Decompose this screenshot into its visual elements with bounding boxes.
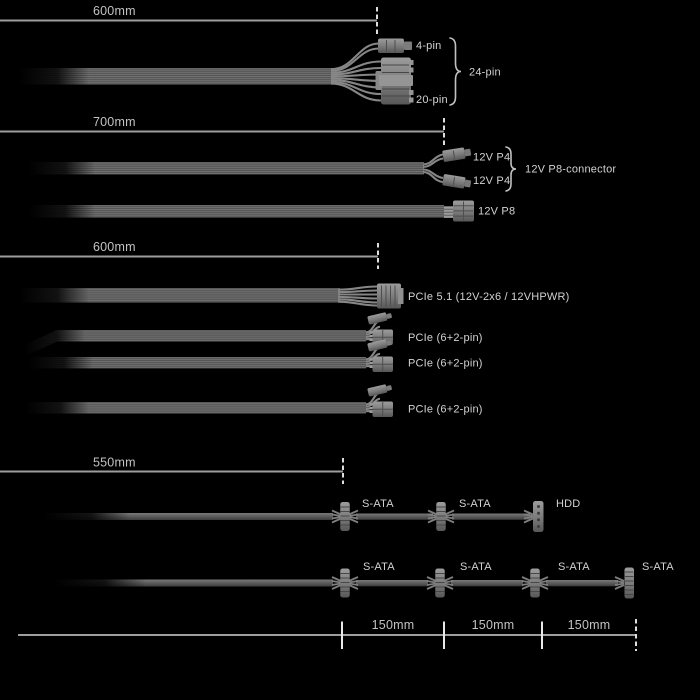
label-chain2-sata-4: S-ATA [642,561,674,573]
cpu-p8-cable-fade [29,203,95,220]
pcie1-ribbon-cable [55,330,366,342]
pcie2-ribbon-cable [30,357,366,369]
chain2-cable-seg3 [546,580,618,587]
label-4pin: 4-pin [416,40,441,52]
label-pcie-2: PCIe (6+2-pin) [408,358,483,370]
cable-pcie-gen5: PCIe 5.1 (12V-2x6 / 12VHPWR) [19,283,570,309]
cable-cpu-p8: 12V P8 [29,200,515,222]
atx-ribbon-cable [20,68,332,85]
cable-pcie-3: PCIe (6+2-pin) [25,381,483,419]
chain1-cable-seg2 [452,513,530,520]
label-20pin: 20-pin [416,94,448,106]
measure-label-cpu: 700mm [93,115,136,129]
pcie-gen5-cable-fade [19,286,89,305]
pcie3-ribbon-cable [26,402,366,414]
cpu-p4-ribbon-cable [30,162,424,175]
label-12v-p8-connector: 12V P8-connector [525,164,616,176]
label-150mm-3: 150mm [568,618,611,632]
pcie-gen5-ribbon-cable [20,288,340,303]
cpu-p4-wire-fan [422,153,444,184]
measurement-pcie-600mm: 600mm [0,240,379,269]
cable-atx-24pin: 4-pin 20-pin 24-pin [19,37,501,106]
label-12v-p4-bottom: 12V P4 [473,175,510,187]
chain2-cable-seg0 [55,579,333,587]
brace-24pin [449,37,462,106]
label-150mm-2: 150mm [472,618,515,632]
measure-label-atx: 600mm [93,4,136,18]
measurement-sata-550mm: 550mm [0,456,344,484]
cpu-p4-cable-fade [29,160,95,177]
measurement-cpu-700mm: 700mm [0,115,445,146]
chain2-cable-seg2 [451,580,523,587]
measurement-atx-600mm: 600mm [0,4,378,34]
label-chain1-sata-2: S-ATA [459,498,491,510]
label-chain1-sata-1: S-ATA [362,498,394,510]
chain2-cable-fade [54,578,146,588]
chain2-cable-seg1 [356,580,428,587]
chain1-cable-seg0 [45,513,333,520]
label-pcie-gen5: PCIe 5.1 (12V-2x6 / 12VHPWR) [408,291,570,303]
connector-12v-p8 [453,200,474,222]
measure-label-sata: 550mm [93,456,136,470]
cable-sata-chain-2: S-ATA S-ATA S-ATA S-ATA [54,561,674,600]
label-pcie-1: PCIe (6+2-pin) [408,332,483,344]
measure-label-pcie: 600mm [93,240,136,254]
measurement-sata-segments: 150mm 150mm 150mm [18,618,637,651]
atx-cable-fade [19,66,89,86]
connector-20pin [375,57,414,105]
label-pcie-3: PCIe (6+2-pin) [408,404,483,416]
pcie2-cable-fade [29,355,93,371]
pcie-gen5-wire-fan [337,285,378,307]
cable-pcie-1: PCIe (6+2-pin) [23,309,483,360]
label-chain2-sata-1: S-ATA [363,561,395,573]
cable-cpu-p4p4: 12V P4 12V P4 12V P8-connector [29,146,616,192]
label-12v-p8: 12V P8 [478,206,515,218]
label-24pin: 24-pin [469,67,501,79]
label-chain2-sata-2: S-ATA [460,561,492,573]
pcie3-cable-fade [25,400,89,416]
cpu-p8-ribbon-cable [30,205,444,218]
atx-wire-fan [330,42,382,102]
cable-sata-chain-1: S-ATA S-ATA HDD [44,498,580,533]
cpu-p8-crimps [444,206,453,218]
pcie1-cable-fade [23,326,85,360]
connector-12v-p4-bottom [442,174,472,189]
chain1-cable-fade [44,512,130,521]
brace-p8-connector [505,146,517,192]
label-chain2-sata-3: S-ATA [558,561,590,573]
connector-12v-p4-top [442,147,472,162]
connector-4pin [378,38,412,53]
cable-pcie-2: PCIe (6+2-pin) [29,336,483,374]
chain1-cable-seg1 [356,513,433,520]
label-12v-p4-top: 12V P4 [473,152,510,164]
label-chain1-hdd: HDD [556,498,580,510]
connector-pcie-gen5 [377,283,404,309]
label-150mm-1: 150mm [372,618,415,632]
